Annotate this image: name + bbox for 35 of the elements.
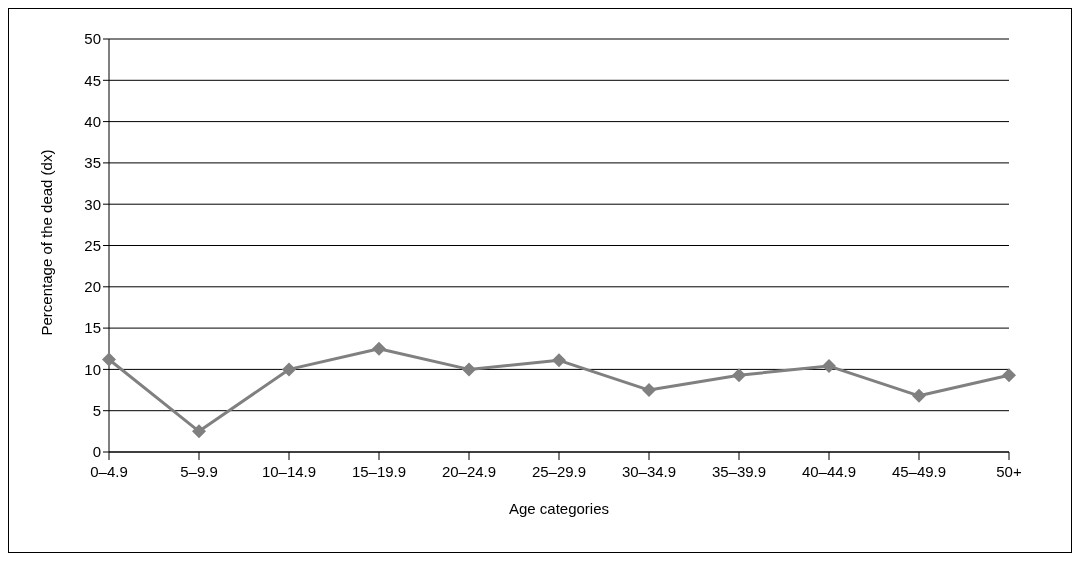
x-axis-title: Age categories: [508, 500, 610, 517]
y-tick-label: 50: [84, 30, 101, 48]
y-tick-label: 45: [84, 71, 101, 89]
point: [372, 341, 386, 356]
x-tick-label: 35–39.9: [711, 462, 767, 480]
y-tick-label: 30: [84, 195, 101, 213]
point: [822, 359, 836, 374]
point: [642, 383, 656, 398]
y-tick-label: 15: [84, 319, 101, 337]
y-axis-title: Percentage of the dead (dx): [38, 149, 56, 336]
point: [462, 362, 476, 377]
x-tick-label: 10–14.9: [261, 462, 317, 480]
y-tick-label: 0: [92, 443, 101, 461]
y-tick-label: 10: [84, 360, 101, 378]
point: [1002, 368, 1016, 383]
x-tick-label: 15–19.9: [351, 462, 407, 480]
y-tick-label: 35: [84, 154, 101, 172]
x-tick-label: 25–29.9: [531, 462, 587, 480]
y-tick-label: 20: [84, 278, 101, 296]
x-tick-label: 40–44.9: [801, 462, 857, 480]
x-tick-label: 5–9.9: [180, 462, 218, 480]
x-tick-label: 20–24.9: [441, 462, 497, 480]
x-tick-label: 30–34.9: [621, 462, 677, 480]
point: [192, 424, 206, 439]
point: [552, 353, 566, 368]
y-tick-label: 40: [84, 112, 101, 130]
y-tick-label: 25: [84, 236, 101, 254]
y-tick-label: 5: [92, 402, 101, 420]
point: [102, 352, 116, 367]
x-tick-label: 50+: [996, 462, 1022, 480]
point: [732, 368, 746, 383]
point: [282, 362, 296, 377]
point: [912, 388, 926, 403]
x-tick-label: 45–49.9: [891, 462, 947, 480]
x-tick-label: 0–4.9: [90, 462, 128, 480]
